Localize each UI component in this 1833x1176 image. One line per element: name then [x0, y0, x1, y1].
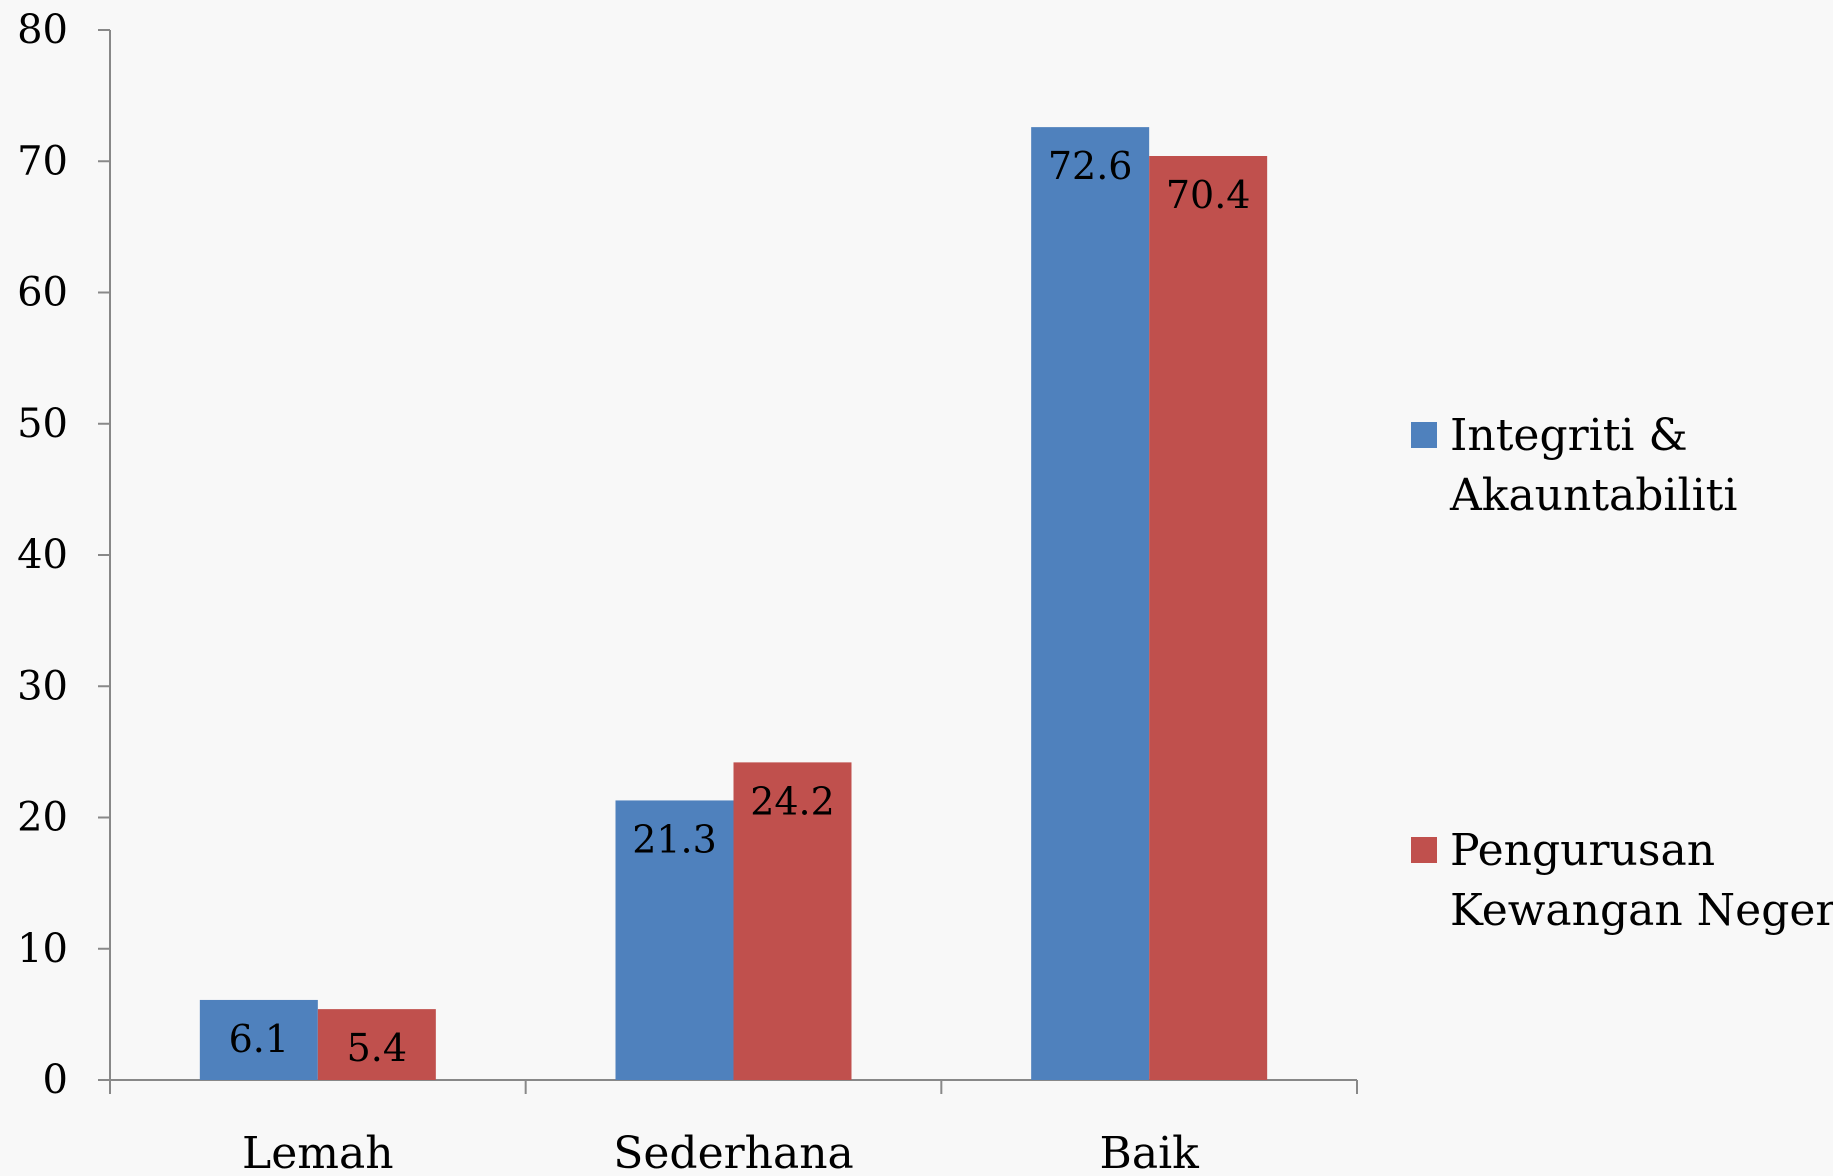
- legend-label: Akauntabiliti: [1449, 470, 1737, 521]
- legend-label: Kewangan Negeri: [1450, 885, 1833, 936]
- y-tick-label: 10: [17, 926, 68, 972]
- data-label: 72.6: [1048, 144, 1133, 188]
- y-tick-label: 70: [17, 138, 68, 184]
- bar: [1149, 156, 1268, 1080]
- y-tick-label: 20: [17, 795, 68, 841]
- x-tick-label: Sederhana: [613, 1128, 854, 1176]
- x-axis: Lemah Sederhana Baik: [109, 1079, 1358, 1176]
- legend-item: Pengurusan Kewangan Negeri: [1411, 825, 1833, 936]
- bar: [615, 800, 734, 1080]
- bar: [733, 762, 852, 1080]
- legend-item: Integriti & Akauntabiliti: [1411, 410, 1737, 521]
- y-axis: 0 10 20 30 40 50 60 70 80: [17, 7, 111, 1103]
- legend-label: Integriti &: [1450, 410, 1688, 461]
- data-label: 70.4: [1166, 173, 1251, 217]
- legend: Integriti & Akauntabiliti Pengurusan Kewang…: [1411, 410, 1833, 936]
- y-tick-label: 0: [43, 1057, 68, 1103]
- y-tick-label: 60: [17, 270, 68, 316]
- y-tick-label: 80: [17, 7, 68, 53]
- x-tick-label: Baik: [1100, 1128, 1200, 1176]
- data-label: 24.2: [750, 779, 835, 823]
- data-label: 6.1: [229, 1017, 289, 1061]
- data-label: 21.3: [632, 817, 717, 861]
- bars: [199, 127, 1268, 1080]
- legend-swatch: [1411, 837, 1437, 863]
- legend-label: Pengurusan: [1450, 825, 1715, 876]
- bar: [199, 999, 318, 1080]
- bar: [317, 1009, 436, 1080]
- data-label: 5.4: [347, 1026, 407, 1070]
- legend-swatch: [1411, 422, 1437, 448]
- y-tick-label: 30: [17, 663, 68, 709]
- data-labels: 6.1 5.4 21.3 24.2 72.6 70.4: [229, 144, 1251, 1070]
- bar: [1031, 127, 1150, 1080]
- y-tick-label: 40: [17, 532, 68, 578]
- x-tick-label: Lemah: [242, 1128, 394, 1176]
- y-tick-label: 50: [17, 401, 68, 447]
